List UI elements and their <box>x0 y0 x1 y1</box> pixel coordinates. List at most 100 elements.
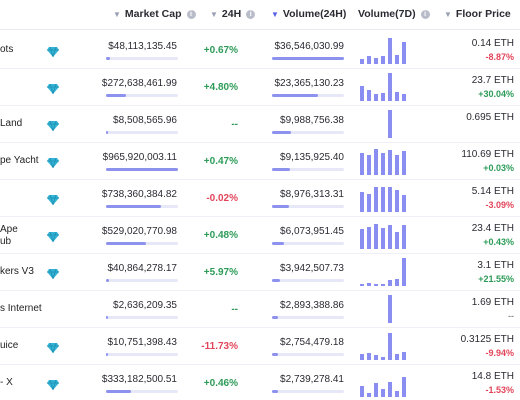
verified-diamond-icon <box>47 155 59 170</box>
volume-7d-bar <box>402 258 406 286</box>
volume-24h-value: $2,893,388.86 <box>280 300 344 311</box>
change-24h-value: +0.48% <box>203 230 238 241</box>
table-row[interactable]: ots $48,113,135.45 +0.67% $36,546,030.99 0.1… <box>0 32 520 69</box>
market-cap-share-bar <box>106 131 178 134</box>
table-row[interactable]: s Internet $2,636,209.35 -- $2,893,388.86 1.… <box>0 291 520 328</box>
volume-7d-bar <box>388 110 392 138</box>
volume-7d-bar <box>381 283 385 286</box>
table-row[interactable]: Ape ub $529,020,770.98 +0.48% $6,073,951.45… <box>0 217 520 254</box>
collection-name[interactable]: Ape ub <box>0 224 18 247</box>
table-row[interactable]: kers V3 $40,864,278.17 +5.97% $3,942,507.73… <box>0 254 520 291</box>
volume-7d-sparkline <box>360 369 412 397</box>
collection-name[interactable]: pe Yacht <box>0 155 39 166</box>
collection-name[interactable]: ots <box>0 44 14 55</box>
volume-7d-sparkline <box>360 73 412 101</box>
market-cap-share-fill <box>106 94 127 97</box>
volume-7d-bar <box>402 351 406 360</box>
column-header-volume-7d[interactable]: Volume(7D) i <box>358 8 430 20</box>
floor-price-value: 0.14 ETH <box>471 38 514 49</box>
column-header-24h[interactable]: ▼ 24H i <box>210 8 256 20</box>
volume-7d-bar <box>374 94 378 101</box>
table-row[interactable]: pe Yacht $965,920,003.11 +0.47% $9,135,925.… <box>0 143 520 180</box>
floor-change-value: -1.53% <box>485 385 514 395</box>
volume-7d-bar <box>367 155 371 175</box>
collection-name[interactable]: kers V3 <box>0 266 34 277</box>
volume-7d-bar <box>395 231 399 249</box>
volume-7d-bar <box>388 333 392 360</box>
market-cap-value: $8,508,565.96 <box>113 115 177 126</box>
volume-7d-bar <box>381 55 385 64</box>
floor-price-value: 23.7 ETH <box>471 75 514 86</box>
volume-7d-bar <box>395 154 399 175</box>
floor-price-value: 0.3125 ETH <box>460 334 514 345</box>
collection-name[interactable]: s Internet <box>0 303 42 314</box>
verified-diamond-icon <box>47 377 59 392</box>
volume-7d-bar <box>381 388 385 397</box>
volume-share-fill <box>272 353 278 356</box>
sort-caret-icon: ▼ <box>113 9 121 19</box>
table-row[interactable]: $272,638,461.99 +4.80% $23,365,130.23 23.7 … <box>0 69 520 106</box>
volume-7d-bar <box>381 93 385 101</box>
market-cap-share-bar <box>106 353 178 356</box>
volume-7d-bar <box>360 85 364 101</box>
volume-7d-bar <box>360 228 364 249</box>
volume-7d-bar <box>402 194 406 212</box>
verified-diamond-icon <box>47 81 59 96</box>
floor-price-value: 23.4 ETH <box>471 223 514 234</box>
volume-share-bar <box>272 168 344 171</box>
volume-share-bar <box>272 131 344 134</box>
volume-7d-sparkline <box>360 147 412 175</box>
floor-change-value: +0.03% <box>483 163 514 173</box>
table-row[interactable]: $738,360,384.82 -0.02% $8,976,313.31 5.14 E… <box>0 180 520 217</box>
volume-7d-bar <box>395 279 399 286</box>
floor-change-value: -8.87% <box>485 52 514 62</box>
volume-7d-bar <box>388 186 392 212</box>
sort-caret-icon: ▼ <box>444 9 452 19</box>
info-icon[interactable]: i <box>246 9 256 19</box>
change-24h-value: -- <box>231 119 238 130</box>
volume-7d-bar <box>388 225 392 249</box>
volume-7d-sparkline <box>360 295 412 323</box>
collection-name[interactable]: uice <box>0 340 19 351</box>
sort-caret-icon: ▼ <box>210 9 218 19</box>
change-24h-value: -0.02% <box>206 193 238 204</box>
volume-7d-sparkline <box>360 36 412 64</box>
collection-name[interactable]: - X <box>0 377 13 388</box>
collection-name[interactable]: Land <box>0 118 23 129</box>
volume-7d-bar <box>367 193 371 212</box>
volume-7d-bar <box>388 150 392 175</box>
info-icon[interactable]: i <box>186 9 196 19</box>
sort-caret-active-icon: ▼ <box>271 9 279 19</box>
market-cap-share-fill <box>106 242 146 245</box>
change-24h-value: -- <box>231 304 238 315</box>
column-header-market-cap[interactable]: ▼ Market Cap i <box>113 8 196 20</box>
market-cap-share-bar <box>106 279 178 282</box>
volume-7d-bar <box>402 94 406 101</box>
table-row[interactable]: Land $8,508,565.96 -- $9,988,756.38 0.695 ET… <box>0 106 520 143</box>
floor-price-value: 5.14 ETH <box>471 186 514 197</box>
column-header-volume-24h[interactable]: ▼ Volume(24H) <box>271 8 346 20</box>
volume-share-fill <box>272 205 290 208</box>
volume-share-bar <box>272 390 344 393</box>
table-row[interactable]: - X $333,182,500.51 +0.46% $2,739,278.41 14.… <box>0 365 520 400</box>
floor-price-value: 14.8 ETH <box>471 371 514 382</box>
volume-7d-bar <box>402 42 406 64</box>
volume-7d-sparkline <box>360 332 412 360</box>
floor-change-value: +21.55% <box>478 274 514 284</box>
volume-7d-bar <box>360 284 364 286</box>
volume-7d-bar <box>367 227 371 249</box>
market-cap-share-fill <box>106 205 161 208</box>
volume-share-fill <box>272 168 290 171</box>
volume-share-bar <box>272 279 344 282</box>
floor-price-value: 110.69 ETH <box>461 149 514 160</box>
volume-7d-bar <box>360 58 364 64</box>
column-header-floor-price[interactable]: ▼ Floor Price <box>444 8 511 20</box>
volume-24h-value: $36,546,030.99 <box>274 41 344 52</box>
info-icon[interactable]: i <box>420 9 430 19</box>
volume-7d-bar <box>402 224 406 249</box>
volume-7d-bar <box>395 54 399 64</box>
table-row[interactable]: uice $10,751,398.43 -11.73% $2,754,479.18 0.… <box>0 328 520 365</box>
verified-diamond-icon <box>47 229 59 244</box>
change-24h-value: +4.80% <box>203 82 238 93</box>
change-24h-value: +0.67% <box>203 45 238 56</box>
